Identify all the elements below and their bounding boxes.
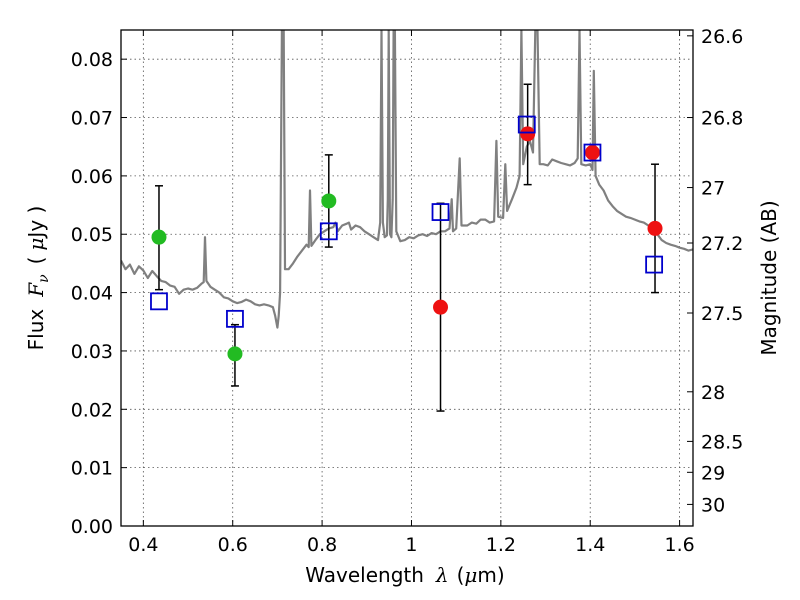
y-axis-title-symbol: F [24,282,48,298]
model-point [226,309,244,328]
y-tick-label: 0.05 [71,224,113,246]
y2-tick-label: 26.6 [701,26,743,48]
x-axis-title-unit-rest: m) [477,563,504,587]
y-tick-label: 0.06 [71,166,113,188]
model-point [583,143,602,162]
model-point [150,292,168,311]
y-tick-label: 0.02 [71,399,113,421]
y-axis-title: Flux Fν ( μJy ) [24,206,52,351]
y-axis-title-subscript: ν [36,274,52,283]
observed-point [584,145,600,161]
model-point [517,115,536,134]
x-tick-label: 1 [405,534,417,556]
error-bars [154,83,660,412]
grid-lines [121,30,693,526]
y-tick-label: 0.08 [71,49,113,71]
observed-point [227,346,243,362]
y-axis-title-unit-open: ( [24,257,48,265]
y-axis-ticks: 0.00 0.01 0.02 0.03 0.04 0.05 0.06 0.07 0.08 [71,49,127,538]
y2-tick-label: 28.5 [701,431,743,453]
y2-tick-label: 27 [701,178,725,200]
observed-point [433,299,449,315]
x-tick-label: 0.6 [218,534,248,556]
observed-point [151,229,167,245]
x-axis-title-text: Wavelength [305,563,424,587]
x-tick-label: 1.2 [486,534,516,556]
model-point [645,255,664,274]
x-tick-label: 0.8 [307,534,337,556]
x-axis-title-unit-open: ( [457,563,465,587]
y2-tick-label: 27.5 [701,303,743,325]
observed-point [647,220,663,236]
y-axis-title-unit-mu: μ [24,238,48,251]
y2-tick-label: 26.8 [701,108,743,130]
x-axis-title: Wavelength λ (μm) [305,563,504,587]
observed-points [151,126,663,362]
x-axis-ticks: 0.4 0.6 0.8 1 1.2 1.4 1.6 [128,30,695,556]
model-point [319,222,338,241]
y-axis-title-text: Flux [24,309,48,351]
x-tick-label: 1.6 [664,534,694,556]
x-tick-label: 1.4 [575,534,605,556]
spectrum-layer [121,30,693,329]
y2-axis-ticks: 26.6 26.8 27 27.2 27.5 28 28.5 29 30 [687,26,743,516]
y-tick-label: 0.00 [71,516,113,538]
plot-frame [120,29,694,527]
model-point [431,203,450,221]
y2-axis-title: Magnitude (AB) [757,200,781,355]
model-points [150,115,664,328]
x-axis-title-unit-mu: μ [464,563,477,587]
y2-tick-label: 29 [701,462,725,484]
y-axis-title-unit-rest: Jy ) [24,206,48,240]
y2-tick-label: 27.2 [701,233,743,255]
y-tick-label: 0.01 [71,458,113,480]
observed-point [321,193,337,209]
x-axis-title-symbol: λ [435,563,449,587]
y-tick-label: 0.04 [71,283,113,305]
y2-tick-label: 28 [701,382,725,404]
observed-point [520,126,536,142]
spectrum-line [121,30,693,329]
x-tick-label: 0.4 [128,534,158,556]
y-tick-label: 0.03 [71,341,113,363]
y2-tick-label: 30 [701,494,725,516]
y-tick-label: 0.07 [71,108,113,130]
